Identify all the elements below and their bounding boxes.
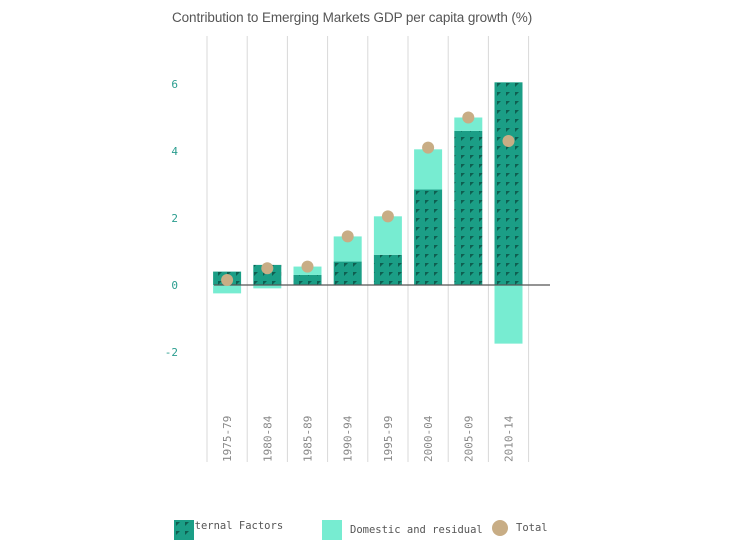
x-tick-label: 2010-14 xyxy=(503,415,516,462)
x-tick-label: 1990-94 xyxy=(342,415,355,462)
bar-domestic-residual xyxy=(373,216,402,255)
y-tick-label: 0 xyxy=(171,279,178,292)
total-point xyxy=(502,134,515,147)
y-tick-label: -2 xyxy=(165,346,178,359)
legend-item-total: Total xyxy=(492,520,548,536)
x-tick-label: 2005-09 xyxy=(462,416,475,462)
bar-domestic-residual xyxy=(454,117,483,131)
x-tick-label: 1985-89 xyxy=(302,416,315,462)
total-point xyxy=(422,141,435,154)
external-factors-swatch xyxy=(174,520,194,540)
bar-external-factors xyxy=(253,264,282,285)
x-tick-label: 1980-84 xyxy=(261,415,274,462)
domestic-residual-swatch xyxy=(322,520,342,540)
x-tick-label: 2000-04 xyxy=(422,415,435,462)
bar-external-factors xyxy=(373,254,402,285)
total-dots xyxy=(221,111,515,286)
x-tick-label: 1995-99 xyxy=(382,416,395,462)
total-point xyxy=(341,230,354,243)
bar-chart: -2 0 2 4 6 1975-79 1980-84 1985-89 1990-94 1995-… xyxy=(165,36,550,462)
total-swatch-circle-icon xyxy=(492,520,508,536)
total-point xyxy=(381,210,394,223)
bar-domestic-residual xyxy=(414,149,443,190)
chart-title: Contribution to Emerging Markets GDP per… xyxy=(172,10,533,25)
y-tick-label: 6 xyxy=(171,78,178,91)
bar-external-factors xyxy=(333,261,362,285)
bars xyxy=(213,82,523,344)
total-point xyxy=(221,273,234,286)
bar-external-factors xyxy=(454,130,483,285)
y-tick-label: 4 xyxy=(171,145,178,158)
bar-domestic-residual xyxy=(253,285,282,289)
gridlines xyxy=(206,36,530,462)
x-axis-ticks: 1975-79 1980-84 1985-89 1990-94 1995-99 2000-… xyxy=(221,415,515,462)
legend-label: Total xyxy=(516,522,548,534)
bar-domestic-residual xyxy=(494,285,523,344)
legend-label: External Factors xyxy=(182,520,284,532)
bar-external-factors xyxy=(293,274,322,285)
total-point xyxy=(301,260,314,273)
bar-external-factors xyxy=(494,82,523,285)
total-point xyxy=(261,262,274,275)
total-point xyxy=(462,111,475,124)
legend-label: Domestic and residual xyxy=(350,524,483,536)
y-tick-label: 2 xyxy=(171,212,178,225)
y-axis-ticks: -2 0 2 4 6 xyxy=(165,78,179,359)
bar-domestic-residual xyxy=(213,285,242,294)
legend-item-external-factors: External Factors xyxy=(174,520,284,540)
bar-external-factors xyxy=(414,189,443,285)
legend-item-domestic-residual: Domestic and residual xyxy=(322,520,483,540)
x-tick-label: 1975-79 xyxy=(221,416,234,462)
